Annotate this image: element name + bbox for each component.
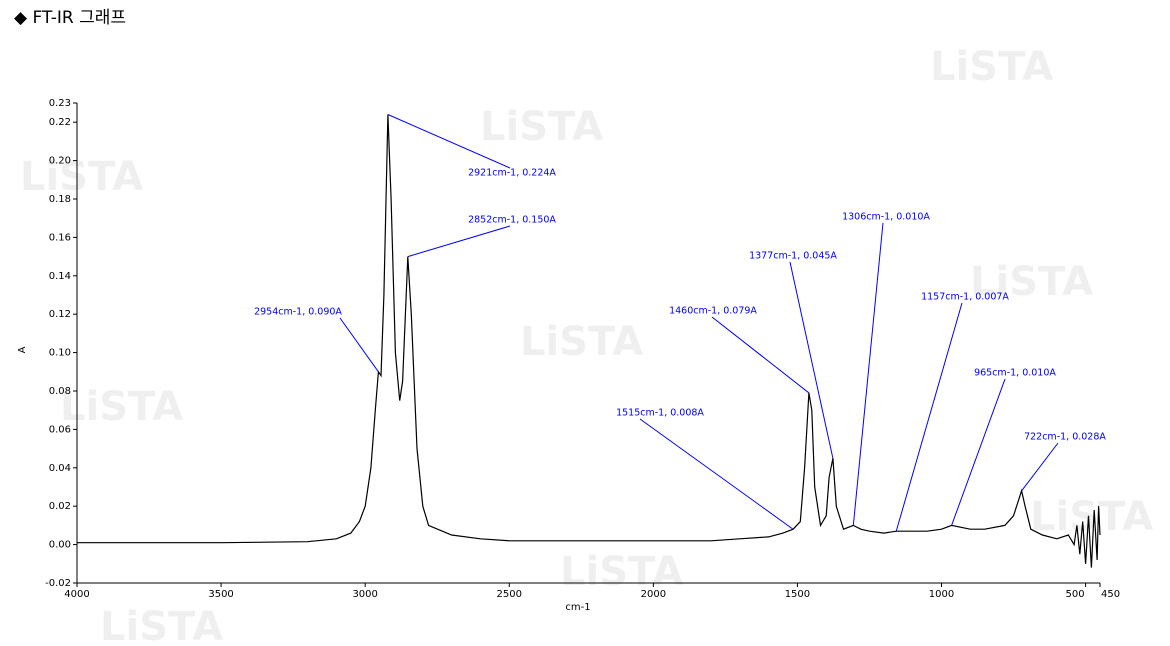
annotation-label: 1306cm-1, 0.010A [842,212,930,223]
spectrum-line [77,114,1101,568]
annotation-label: 965cm-1, 0.010A [974,368,1056,379]
y-tick-label: 0.08 [49,386,71,397]
annotation-label: 722cm-1, 0.028A [1024,432,1106,443]
annotation-line [1021,442,1059,492]
x-tick-label: 3000 [352,589,377,600]
annotation-label: 1460cm-1, 0.079A [669,306,757,317]
y-tick-label: 0.02 [49,501,71,512]
annotation-label: 1515cm-1, 0.008A [616,408,704,419]
annotation-label: 2954cm-1, 0.090A [254,307,342,318]
y-tick-label: -0.02 [45,578,71,589]
x-tick-label: 1000 [929,589,954,600]
y-tick-label: 0.20 [49,156,71,167]
watermark: LiSTA [930,44,1053,90]
watermark: LiSTA [560,549,683,595]
annotation-line [711,316,810,394]
annotation-line [895,302,963,532]
annotation-line [951,378,1006,526]
watermark: LiSTA [480,104,603,150]
y-tick-label: 0.00 [49,540,71,551]
x-tick-label: 3500 [208,589,233,600]
x-tick-label: 1500 [785,589,810,600]
watermark: LiSTA [100,604,223,642]
annotation-label: 1377cm-1, 0.045A [749,251,837,262]
x-tick-label: 450 [1101,589,1120,600]
x-axis-label: cm-1 [565,602,590,613]
watermark: LiSTA [20,154,143,200]
annotation-line [387,114,511,169]
watermark: LiSTA [970,259,1093,305]
y-axis-label: A [17,346,28,353]
y-tick-label: 0.23 [49,98,71,109]
watermark: LiSTA [1030,494,1153,540]
chart-title: ◆ FT-IR 그래프 [14,8,126,28]
watermark: LiSTA [60,384,183,430]
y-tick-label: 0.14 [49,271,71,282]
annotation-line [789,261,834,459]
watermark: LiSTA [520,319,643,365]
annotation-line [639,418,794,530]
annotation-label: 2921cm-1, 0.224A [468,168,556,179]
annotation-label: 1157cm-1, 0.007A [921,292,1009,303]
annotation-label: 2852cm-1, 0.150A [468,215,556,226]
y-tick-label: 0.10 [49,348,71,359]
y-tick-label: 0.22 [49,117,71,128]
annotation-line [339,317,379,373]
x-tick-label: 2500 [497,589,522,600]
x-tick-label: 2000 [641,589,666,600]
y-tick-label: 0.18 [49,194,71,205]
annotation-line [407,225,511,258]
x-tick-label: 4000 [64,589,89,600]
x-tick-label: 500 [1065,589,1084,600]
annotation-line [852,222,884,526]
y-tick-label: 0.06 [49,424,71,435]
y-tick-label: 0.16 [49,232,71,243]
y-tick-label: 0.04 [49,463,71,474]
y-tick-label: 0.12 [49,309,71,320]
